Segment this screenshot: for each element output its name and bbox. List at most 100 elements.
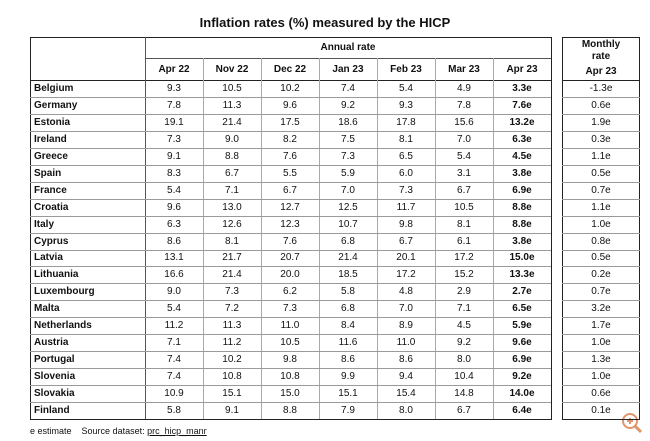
annual-value: 4.5 xyxy=(457,320,471,332)
row-rule xyxy=(30,249,551,251)
annual-value: 12.6 xyxy=(222,218,242,230)
row-rule xyxy=(562,96,640,98)
footer: e estimate Source dataset: prc_hicp_manr xyxy=(30,426,207,436)
monthly-column-header: Apr 23 xyxy=(585,65,617,77)
annual-value: 7.4 xyxy=(167,371,181,383)
monthly-value: 0.5e xyxy=(591,167,611,179)
row-rule xyxy=(30,300,551,302)
annual-value: 21.7 xyxy=(222,252,242,264)
annual-value: 7.6e xyxy=(512,99,532,111)
monthly-value: -1.3e xyxy=(589,82,613,94)
country: Malta xyxy=(34,303,60,315)
monthly-value: 0.5e xyxy=(591,252,611,264)
monthly-value: 0.7e xyxy=(591,184,611,196)
annual-value: 12.3 xyxy=(280,218,300,230)
annual-value: 7.3 xyxy=(399,184,413,196)
zoom-icon[interactable] xyxy=(620,411,644,435)
annual-value: 7.6 xyxy=(283,235,297,247)
country: Belgium xyxy=(34,82,74,94)
country: Germany xyxy=(34,99,78,111)
annual-value: 6.7 xyxy=(225,167,239,179)
row-rule xyxy=(30,181,551,183)
annual-value: 4.9 xyxy=(457,82,471,94)
annual-value: 9.2 xyxy=(341,99,355,111)
annual-value: 9.8 xyxy=(399,218,413,230)
annual-value: 19.1 xyxy=(164,116,184,128)
annual-value: 9.4 xyxy=(399,371,413,383)
annual-value: 8.8 xyxy=(225,150,239,162)
monthly-value: 1.1e xyxy=(591,201,611,213)
annual-value: 8.8 xyxy=(283,405,297,417)
annual-value: 6.3e xyxy=(512,133,532,145)
country: Italy xyxy=(34,218,55,230)
annual-value: 9.3 xyxy=(399,99,413,111)
annual-value: 20.0 xyxy=(280,269,300,281)
column-header: Apr 23 xyxy=(506,63,538,75)
annual-value: 9.2 xyxy=(457,337,471,349)
annual-value: 9.9 xyxy=(341,371,355,383)
annual-value: 13.1 xyxy=(164,252,184,264)
annual-value: 7.3 xyxy=(341,150,355,162)
country: Estonia xyxy=(34,116,71,128)
annual-value: 8.6 xyxy=(341,354,355,366)
country: Finland xyxy=(34,405,70,417)
group-header: Annual rate xyxy=(320,42,376,53)
annual-value: 17.2 xyxy=(396,269,416,281)
annual-value: 9.0 xyxy=(225,133,239,145)
annual-value: 5.4 xyxy=(167,184,181,196)
annual-value: 6.8 xyxy=(341,303,355,315)
annual-value: 18.6 xyxy=(338,116,358,128)
annual-value: 8.3 xyxy=(167,167,181,179)
annual-value: 6.7 xyxy=(457,184,471,196)
annual-value: 5.4 xyxy=(457,150,471,162)
row-rule xyxy=(562,334,640,336)
annual-value: 4.8 xyxy=(399,286,413,298)
annual-value: 5.9e xyxy=(512,320,532,332)
column-rule xyxy=(319,58,320,419)
annual-value: 6.5 xyxy=(399,150,413,162)
annual-value: 18.5 xyxy=(338,269,358,281)
annual-value: 13.3e xyxy=(509,269,535,281)
row-rule xyxy=(30,283,551,285)
country: Austria xyxy=(34,337,69,349)
annual-value: 10.4 xyxy=(454,371,474,383)
annual-value: 17.5 xyxy=(280,116,300,128)
row-rule xyxy=(562,283,640,285)
annual-value: 8.0 xyxy=(457,354,471,366)
annual-value: 8.6 xyxy=(399,354,413,366)
source-link[interactable]: prc_hicp_manr xyxy=(147,426,207,436)
row-rule xyxy=(30,368,551,370)
annual-value: 15.2 xyxy=(454,269,474,281)
annual-value: 15.0 xyxy=(280,388,300,400)
annual-value: 12.5 xyxy=(338,201,358,213)
row-rule xyxy=(30,164,551,166)
country: Luxembourg xyxy=(34,286,95,298)
monthly-value: 1.1e xyxy=(591,150,611,162)
annual-value: 6.7 xyxy=(457,405,471,417)
annual-value: 5.9 xyxy=(341,167,355,179)
annual-value: 7.2 xyxy=(225,303,239,315)
annual-value: 21.4 xyxy=(338,252,358,264)
monthly-value: 3.2e xyxy=(591,303,611,315)
annual-value: 11.3 xyxy=(222,99,242,111)
annual-value: 7.8 xyxy=(167,99,181,111)
annual-value: 7.1 xyxy=(457,303,471,315)
monthly-value: 0.8e xyxy=(591,235,611,247)
annual-value: 7.8 xyxy=(457,99,471,111)
monthly-table xyxy=(562,37,640,420)
row-rule xyxy=(562,300,640,302)
annual-value: 9.8 xyxy=(283,354,297,366)
annual-value: 8.1 xyxy=(225,235,239,247)
row-rule xyxy=(562,113,640,115)
annual-value: 8.1 xyxy=(457,218,471,230)
annual-value: 7.6 xyxy=(283,150,297,162)
column-rule xyxy=(493,58,494,419)
annual-value: 11.0 xyxy=(396,337,416,349)
row-rule xyxy=(562,266,640,268)
monthly-value: 0.2e xyxy=(591,269,611,281)
annual-value: 7.3 xyxy=(283,303,297,315)
annual-value: 7.0 xyxy=(341,184,355,196)
annual-value: 7.0 xyxy=(399,303,413,315)
country: Slovenia xyxy=(34,371,76,383)
annual-value: 8.9 xyxy=(399,320,413,332)
